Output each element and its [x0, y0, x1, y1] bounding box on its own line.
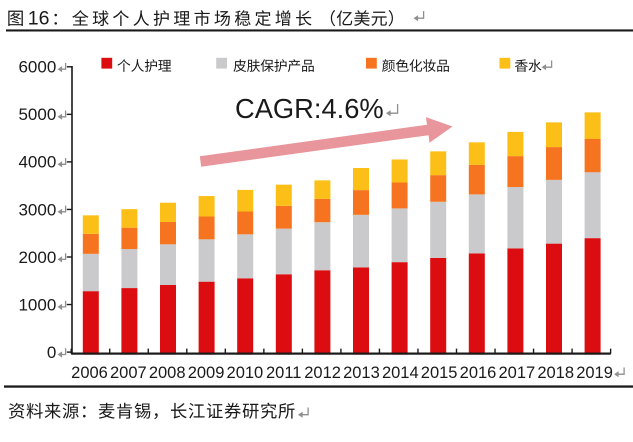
- svg-text:CAGR:4.6%: CAGR:4.6%: [235, 93, 384, 124]
- svg-text:2018: 2018: [537, 364, 574, 382]
- svg-text:2011: 2011: [266, 364, 301, 382]
- svg-text:0: 0: [47, 343, 56, 362]
- svg-text:2010: 2010: [227, 364, 264, 382]
- svg-text:2000: 2000: [18, 248, 56, 267]
- svg-text:4000: 4000: [18, 153, 56, 172]
- svg-text:1000: 1000: [18, 295, 56, 314]
- svg-text:2008: 2008: [149, 364, 186, 382]
- svg-text:2012: 2012: [304, 364, 341, 382]
- svg-text:3000: 3000: [18, 200, 56, 219]
- svg-text:2007: 2007: [110, 364, 147, 382]
- svg-text:16: 16: [28, 8, 50, 30]
- svg-text:2017: 2017: [498, 364, 535, 382]
- svg-text:2015: 2015: [421, 364, 458, 382]
- svg-text:2016: 2016: [460, 364, 497, 382]
- svg-text:2014: 2014: [382, 364, 419, 382]
- svg-text:2006: 2006: [71, 364, 108, 382]
- svg-text:5000: 5000: [18, 105, 56, 124]
- svg-text:2019: 2019: [576, 364, 613, 382]
- svg-text:2013: 2013: [343, 364, 380, 382]
- svg-text:6000: 6000: [18, 58, 56, 77]
- svg-text:2009: 2009: [188, 364, 225, 382]
